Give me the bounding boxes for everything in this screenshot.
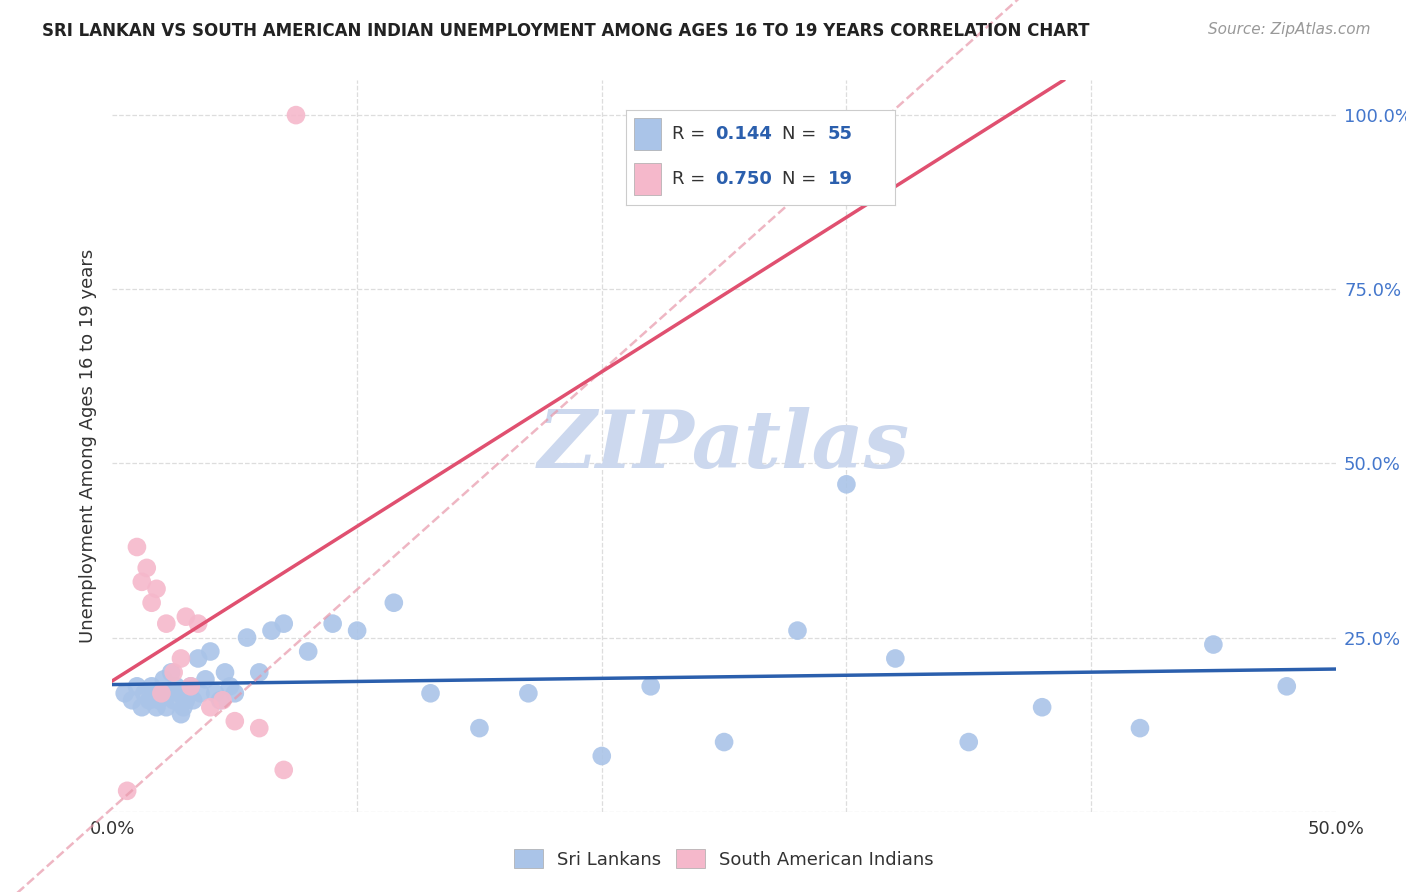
Point (884, 651, 907, 665)
Point (322, 616, 344, 631)
FancyBboxPatch shape (634, 118, 661, 151)
Point (209, 693, 232, 707)
Point (382, 596, 405, 610)
FancyBboxPatch shape (634, 162, 661, 195)
Text: 0.750: 0.750 (716, 170, 772, 188)
Point (165, 679, 187, 693)
Point (247, 721, 270, 735)
Point (155, 616, 177, 631)
Point (145, 700, 167, 714)
Point (468, 721, 491, 735)
Point (181, 693, 204, 707)
Point (163, 693, 186, 707)
Point (187, 616, 209, 631)
Point (163, 665, 186, 680)
Point (125, 540, 148, 554)
Point (138, 693, 160, 707)
Point (224, 686, 246, 700)
Point (153, 673, 176, 687)
Point (125, 679, 148, 693)
Point (115, 784, 138, 798)
Point (1275, 679, 1298, 693)
Text: N =: N = (782, 125, 823, 144)
Point (640, 679, 662, 693)
Text: 55: 55 (828, 125, 853, 144)
Point (713, 735, 735, 749)
Text: Source: ZipAtlas.com: Source: ZipAtlas.com (1208, 22, 1371, 37)
Point (236, 631, 259, 645)
Point (591, 749, 613, 764)
Point (200, 700, 222, 714)
Point (187, 651, 209, 665)
Point (214, 665, 236, 680)
Point (155, 700, 177, 714)
Point (167, 686, 190, 700)
Point (517, 686, 540, 700)
Point (141, 679, 163, 693)
Text: 19: 19 (828, 170, 853, 188)
Text: SRI LANKAN VS SOUTH AMERICAN INDIAN UNEMPLOYMENT AMONG AGES 16 TO 19 YEARS CORRE: SRI LANKAN VS SOUTH AMERICAN INDIAN UNEM… (42, 22, 1090, 40)
Point (419, 686, 441, 700)
Point (190, 686, 212, 700)
Point (180, 679, 202, 693)
Point (957, 735, 980, 749)
Point (172, 700, 194, 714)
Point (200, 644, 222, 658)
Y-axis label: Unemployment Among Ages 16 to 19 years: Unemployment Among Ages 16 to 19 years (79, 249, 97, 643)
Text: N =: N = (782, 170, 823, 188)
Point (160, 665, 183, 680)
Point (177, 686, 200, 700)
Point (247, 665, 270, 680)
Point (131, 700, 153, 714)
Point (194, 673, 217, 687)
Point (150, 686, 173, 700)
Point (273, 763, 295, 777)
Point (180, 679, 202, 693)
Point (835, 477, 858, 491)
Text: R =: R = (672, 125, 711, 144)
Point (1129, 721, 1152, 735)
Point (224, 714, 246, 728)
Text: ZIPatlas: ZIPatlas (538, 408, 910, 484)
Point (170, 707, 193, 722)
Point (174, 693, 197, 707)
Text: R =: R = (672, 170, 711, 188)
Point (346, 624, 368, 638)
Point (211, 693, 233, 707)
Point (131, 574, 153, 589)
Point (786, 624, 808, 638)
Point (134, 686, 156, 700)
Point (143, 686, 166, 700)
Point (114, 686, 136, 700)
Point (121, 693, 143, 707)
Point (297, 644, 319, 658)
Point (150, 686, 173, 700)
Point (141, 596, 163, 610)
Point (145, 582, 167, 596)
Point (260, 624, 283, 638)
Point (135, 561, 157, 575)
Point (1202, 638, 1225, 652)
Point (1031, 700, 1053, 714)
Text: 0.144: 0.144 (716, 125, 772, 144)
Point (219, 679, 242, 693)
Point (284, 108, 308, 122)
Point (174, 609, 197, 624)
Point (148, 693, 170, 707)
Point (157, 686, 180, 700)
Point (170, 651, 193, 665)
Point (204, 686, 226, 700)
Point (273, 616, 295, 631)
Legend: Sri Lankans, South American Indians: Sri Lankans, South American Indians (508, 842, 941, 876)
